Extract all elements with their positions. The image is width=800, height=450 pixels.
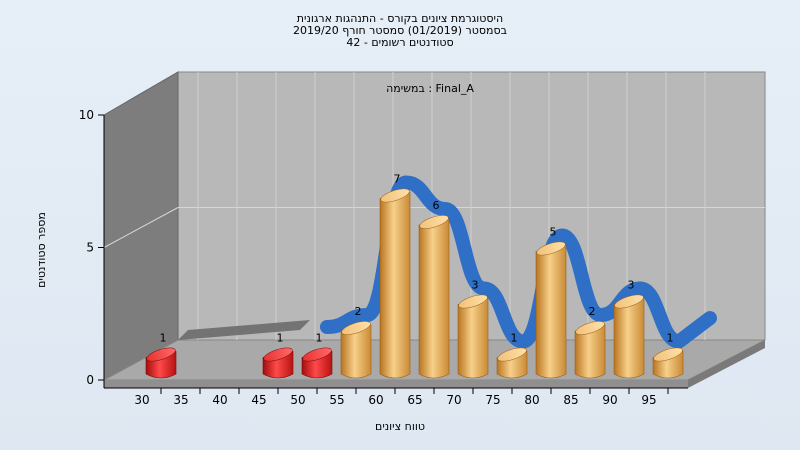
bar-value-label: 1: [511, 332, 518, 345]
x-tick-label: 70: [446, 393, 461, 407]
bar-top: [419, 215, 449, 229]
x-tick-label: 30: [134, 393, 149, 407]
curve-shadow-segment: [178, 320, 310, 340]
title-line-2: בסמסטר (01/2019) סמסטר חורף 2019/20: [293, 24, 507, 37]
bar-body: [613, 298, 645, 379]
bar-top: [614, 294, 644, 309]
bar: [145, 347, 177, 379]
y-tick-label: 0: [86, 373, 94, 387]
x-tick-label: 35: [173, 393, 188, 407]
x-tick-label: 80: [524, 393, 539, 407]
bar-top: [302, 347, 332, 362]
bar-body: [418, 218, 450, 379]
bar-top: [575, 321, 605, 335]
bar: [340, 321, 372, 379]
bar-value-label: 3: [472, 279, 479, 292]
bar-top: [341, 321, 371, 335]
bar-body: [457, 298, 489, 379]
bar-top: [458, 294, 488, 309]
bar-value-label: 7: [394, 173, 401, 186]
bar: [418, 215, 450, 379]
x-ticks: 30 35 40 45 50 55 60 65 70 75 80 85 90 95: [134, 388, 669, 407]
x-tick-label: 60: [368, 393, 383, 407]
bar-value-label: 1: [667, 332, 674, 345]
bar-value-label: 6: [433, 199, 440, 212]
bar-body: [340, 324, 372, 379]
bar-top: [653, 347, 683, 362]
bar-value-label: 2: [589, 305, 596, 318]
bar-labels-group: 1 1 1 2 7 6 3 1 5 2 3 1: [160, 173, 674, 345]
bar: [379, 188, 411, 379]
y-tick-label: 5: [86, 241, 94, 255]
y-axis-title: מספר סטודנטים: [35, 212, 48, 288]
side-wall: [103, 71, 179, 381]
bar-value-label: 2: [355, 305, 362, 318]
bar-body: [574, 324, 606, 379]
x-tick-label: 40: [212, 393, 227, 407]
bar-value-label: 1: [277, 332, 284, 345]
bar-top: [146, 347, 176, 362]
x-tick-label: 55: [329, 393, 344, 407]
bar-value-label: 3: [628, 279, 635, 292]
bar-body: [379, 192, 411, 379]
bar-value-label: 1: [316, 332, 323, 345]
x-tick-label: 75: [485, 393, 500, 407]
grid-line-side: [103, 207, 179, 248]
x-tick-label: 65: [407, 393, 422, 407]
y-ticks: 0 5 10: [79, 108, 104, 387]
bar: [301, 347, 333, 379]
bar: [535, 241, 567, 379]
bar: [652, 347, 684, 379]
bar-body: [535, 245, 567, 379]
bar: [613, 294, 645, 379]
chart-title: היסטוגרמת ציונים בקורס - התנהגות ארגונית…: [293, 12, 507, 49]
bar-top: [536, 241, 566, 256]
bar: [262, 347, 294, 379]
floor-side-edge: [688, 340, 765, 388]
bar-value-label: 1: [160, 332, 167, 345]
bar-value-label: 5: [550, 226, 557, 239]
x-tick-label: 45: [251, 393, 266, 407]
x-tick-label: 95: [641, 393, 656, 407]
title-line-3: סטודנטים רשומים - 42: [346, 36, 453, 49]
title-line-1: היסטוגרמת ציונים בקורס - התנהגות ארגונית: [297, 12, 503, 25]
bar-top: [497, 347, 527, 362]
bar: [496, 347, 528, 379]
bar-top: [263, 347, 293, 362]
floor-edge: [104, 380, 688, 388]
x-tick-label: 90: [602, 393, 617, 407]
bars-group: [145, 188, 684, 379]
x-tick-label: 50: [290, 393, 305, 407]
bar: [574, 321, 606, 379]
y-tick-label: 10: [79, 108, 94, 122]
series-label: במשימה : Final_A: [386, 82, 474, 95]
bar: [457, 294, 489, 379]
x-axis-title: טווח ציונים: [375, 420, 425, 433]
bar-top: [380, 188, 410, 203]
x-tick-label: 85: [563, 393, 578, 407]
